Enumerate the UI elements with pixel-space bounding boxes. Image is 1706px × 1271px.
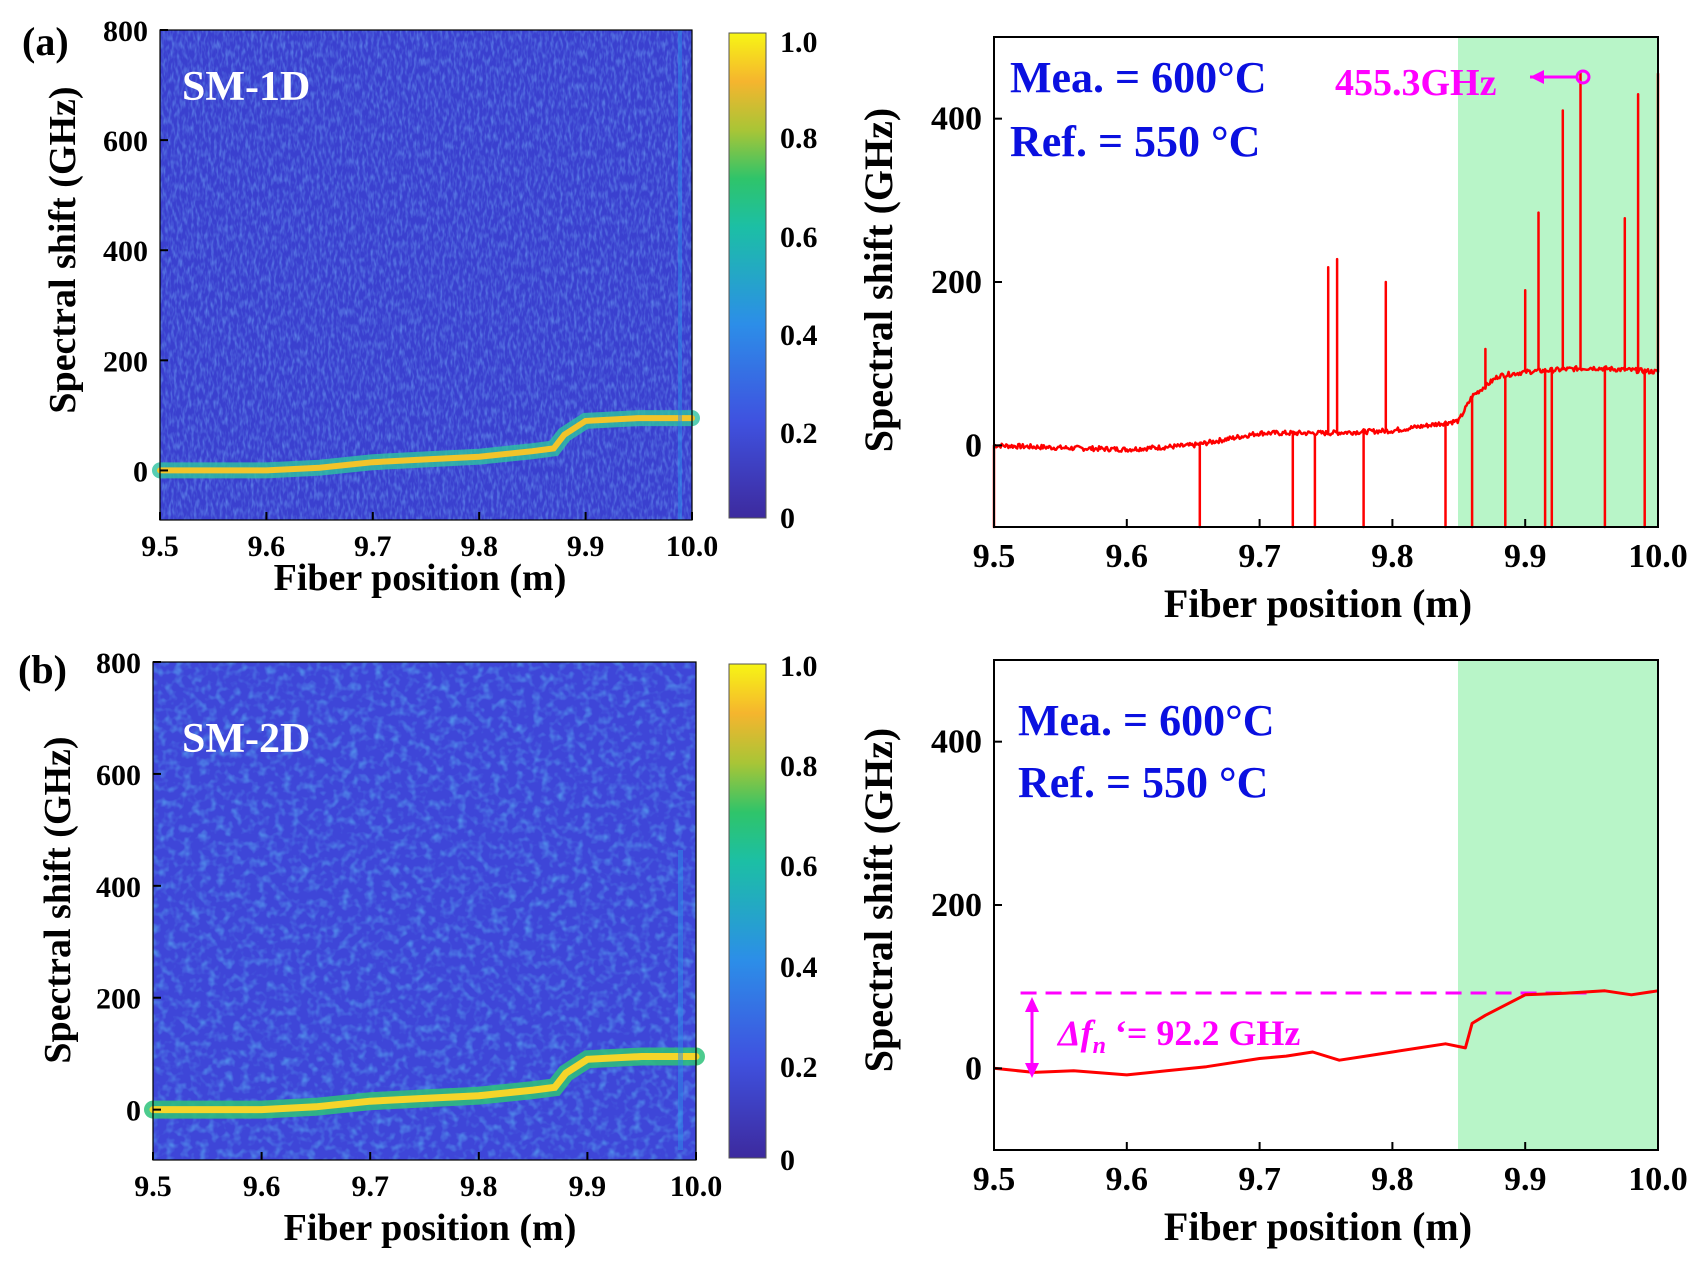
x-tick-label: 10.0	[666, 530, 719, 563]
y-tick-label: 400	[96, 871, 141, 904]
colorbar-b-tick: 0.6	[780, 850, 818, 883]
x-tick-label: 9.8	[1371, 538, 1414, 575]
colorbar-b-tick: 0	[780, 1144, 795, 1177]
shift-annotation-arrowhead-bottom	[1025, 1063, 1039, 1078]
x-tick-label: 9.8	[460, 1170, 498, 1203]
colorbar-b-tick: 1.0	[780, 650, 818, 683]
colorbar-a-tick: 0.4	[780, 319, 818, 352]
y-tick-label: 0	[965, 1050, 982, 1087]
y-tick-label: 400	[931, 724, 982, 761]
peak-annotation-arrowhead	[1530, 70, 1544, 84]
lineplot-b-ref: Ref. = 550 °C	[1018, 758, 1268, 807]
y-tick-label: 0	[126, 1095, 141, 1128]
x-tick-label: 9.5	[134, 1170, 172, 1203]
lineplot-a-ylabel: Spectral shift (GHz)	[856, 108, 901, 452]
x-tick-label: 9.8	[1371, 1161, 1414, 1198]
heatmap-b-ridge	[149, 1053, 700, 1114]
heatmap-b-xlabel: Fiber position (m)	[284, 1207, 577, 1249]
lineplot-b-xlabel: Fiber position (m)	[1164, 1204, 1472, 1249]
lineplot-b-mea: Mea. = 600°C	[1018, 696, 1275, 745]
y-tick-label: 800	[96, 647, 141, 680]
colorbar-a-tick: 0	[780, 502, 795, 535]
y-tick-label: 200	[103, 345, 148, 378]
panel-b-lineplot: Δfn ‘= 92.2 GHz 9.5 9.6 9.7 9.8 9.9 10.0 400 20…	[856, 659, 1688, 1249]
colorbar-a-tick: 0.6	[780, 221, 818, 254]
x-tick-label: 9.7	[1238, 538, 1281, 575]
panel-b-label: (b)	[18, 647, 67, 692]
y-tick-label: 200	[96, 983, 141, 1016]
colorbar-b-tick: 0.4	[780, 951, 818, 984]
lineplot-b-series	[993, 989, 1659, 1077]
heatmap-a-ylabel: Spectral shift (GHz)	[42, 86, 84, 413]
plot-frame	[152, 661, 697, 1161]
y-tick-label: 600	[96, 759, 141, 792]
lineplot-a-ref: Ref. = 550 °C	[1010, 117, 1260, 166]
colorbar-a	[728, 32, 767, 519]
x-tick-label: 10.0	[670, 1170, 723, 1203]
lineplot-a-mea: Mea. = 600°C	[1010, 53, 1267, 102]
y-tick-label: 0	[965, 427, 982, 464]
colorbar-b	[728, 663, 767, 1159]
x-tick-label: 10.0	[1628, 1161, 1688, 1198]
x-tick-label: 9.8	[460, 530, 498, 563]
y-tick-label: 600	[103, 125, 148, 158]
heatmap-a-title: SM-1D	[182, 64, 310, 110]
colorbar-b-tick: 0.2	[780, 1051, 818, 1084]
lineplot-b-ylabel: Spectral shift (GHz)	[856, 728, 901, 1072]
heatmap-b-noise	[153, 662, 696, 1160]
colorbar-a-ticks: 1.0 0.8 0.6 0.4 0.2 0	[780, 26, 818, 535]
lineplot-b-highlight	[1458, 660, 1658, 1150]
x-tick-label: 9.7	[1238, 1161, 1281, 1198]
lineplot-a-highlight	[1458, 37, 1658, 527]
y-tick-label: 800	[103, 15, 148, 48]
panel-a-label: (a)	[22, 19, 69, 64]
x-tick-label: 9.7	[351, 1170, 389, 1203]
x-tick-label: 10.0	[1628, 538, 1688, 575]
shift-annotation-arrowhead-top	[1025, 997, 1039, 1012]
colorbar-a-tick: 0.2	[780, 417, 818, 450]
colorbar-b-tick: 0.8	[780, 750, 818, 783]
y-tick-label: 200	[931, 264, 982, 301]
x-tick-label: 9.9	[1504, 538, 1547, 575]
colorbar-a-tick: 1.0	[780, 26, 818, 59]
y-tick-label: 200	[931, 887, 982, 924]
heatmap-a-ridge	[157, 415, 695, 474]
heatmap-b-axes: 9.5 9.6 9.7 9.8 9.9 10.0 800 600 400 200 0	[96, 647, 722, 1203]
x-tick-label: 9.9	[567, 530, 605, 563]
colorbar-b-ticks: 1.0 0.8 0.6 0.4 0.2 0	[780, 650, 818, 1177]
heatmap-a-noise	[160, 30, 692, 520]
x-tick-label: 9.6	[1106, 1161, 1149, 1198]
x-tick-label: 9.5	[973, 538, 1016, 575]
y-tick-label: 400	[103, 235, 148, 268]
lineplot-a-series	[992, 72, 1660, 529]
x-tick-label: 9.7	[354, 530, 392, 563]
x-tick-label: 9.6	[248, 530, 286, 563]
x-tick-label: 9.5	[973, 1161, 1016, 1198]
panel-a-heatmap: (a) SM-1D 9.5 9.6 9.7 9.8 9.9 10.0 800 600 400 20…	[22, 15, 818, 599]
heatmap-b-ylabel: Spectral shift (GHz)	[37, 736, 79, 1063]
lineplot-a-axes: 9.5 9.6 9.7 9.8 9.9 10.0 400 200 0	[931, 36, 1688, 575]
heatmap-b-edge-streak	[678, 850, 683, 1150]
peak-annotation: 455.3GHz	[1335, 62, 1497, 104]
panel-b-heatmap: (b) SM-2D 9.5 9.6 9.7 9.8 9.9 10.0 800 600 400 20…	[18, 647, 818, 1249]
heatmap-a-edge-streak	[678, 30, 682, 520]
x-tick-label: 9.6	[1106, 538, 1149, 575]
plot-frame	[159, 29, 693, 521]
colorbar-a-tick: 0.8	[780, 122, 818, 155]
y-tick-label: 400	[931, 101, 982, 138]
x-tick-label: 9.6	[243, 1170, 281, 1203]
lineplot-a-xlabel: Fiber position (m)	[1164, 581, 1472, 626]
x-tick-label: 9.5	[141, 530, 179, 563]
x-tick-label: 9.9	[569, 1170, 607, 1203]
shift-annotation: Δfn ‘= 92.2 GHz	[1056, 1013, 1300, 1059]
x-tick-label: 9.9	[1504, 1161, 1547, 1198]
lineplot-b-axes: 9.5 9.6 9.7 9.8 9.9 10.0 400 200 0	[931, 659, 1688, 1198]
heatmap-a-xlabel: Fiber position (m)	[274, 557, 567, 599]
peak-annotation-marker	[1575, 69, 1591, 85]
y-tick-label: 0	[133, 455, 148, 488]
heatmap-b-title: SM-2D	[182, 716, 310, 762]
heatmap-a-axes: 9.5 9.6 9.7 9.8 9.9 10.0 800 600 400 200 0	[103, 15, 718, 563]
